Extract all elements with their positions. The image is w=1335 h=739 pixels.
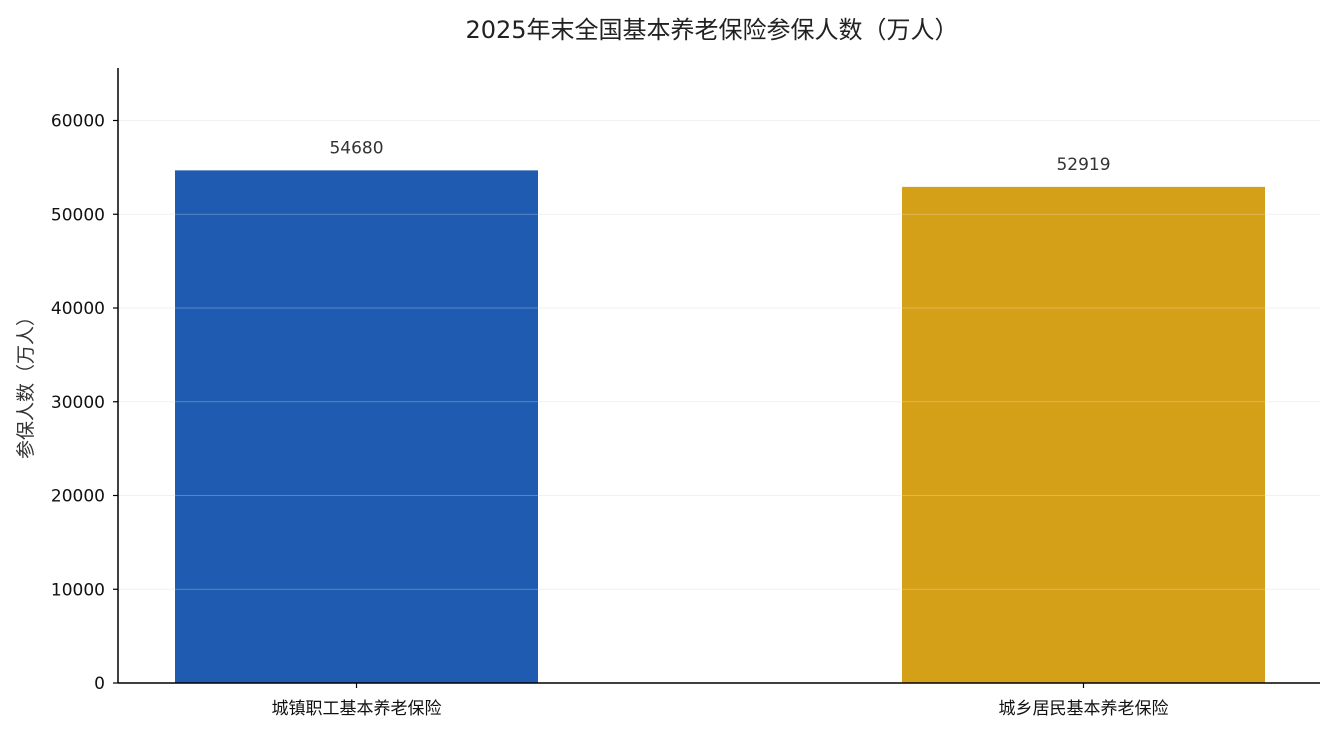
x-category-label: 城乡居民基本养老保险 xyxy=(999,699,1169,719)
y-tick-label: 10000 xyxy=(51,580,105,600)
bar-value-label: 52919 xyxy=(1056,155,1110,175)
y-tick-label: 0 xyxy=(94,674,105,694)
y-tick-label: 30000 xyxy=(51,393,105,413)
axes xyxy=(113,68,1320,688)
y-axis-title: 参保人数（万人） xyxy=(15,307,37,459)
x-category-label: 城镇职工基本养老保险 xyxy=(272,699,442,719)
bar-2 xyxy=(902,186,1265,683)
y-tick-label: 50000 xyxy=(51,205,105,225)
labels: 0 10000 20000 30000 40000 50000 60000 城镇职工基本养老保… xyxy=(51,112,1169,720)
y-tick-label: 40000 xyxy=(51,299,105,319)
chart-title: 2025年末全国基本养老保险参保人数（万人） xyxy=(465,16,958,44)
y-tick-label: 20000 xyxy=(51,487,105,507)
bar-value-label: 54680 xyxy=(329,138,383,158)
y-tick-label: 60000 xyxy=(51,112,105,132)
bar-1 xyxy=(175,170,538,683)
bars xyxy=(118,120,1320,683)
